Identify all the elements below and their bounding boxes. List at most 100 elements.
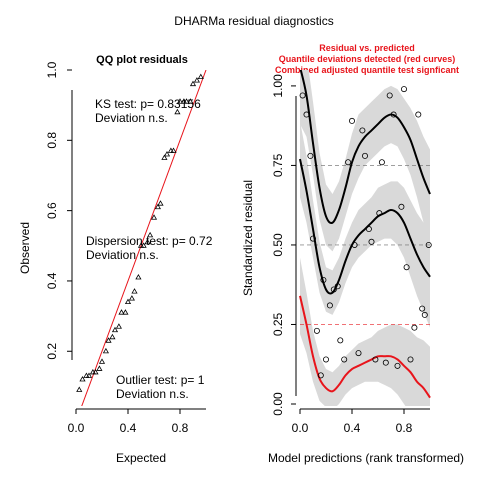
qq-ks-test-line2: Deviation n.s. xyxy=(95,111,168,125)
qq-point xyxy=(183,98,190,104)
residual-y-tick-label: 0.25 xyxy=(271,312,285,336)
residual-point xyxy=(330,286,337,293)
residual-x-tick-label: 0.8 xyxy=(396,421,413,435)
qq-point xyxy=(150,214,158,220)
qq-y-ticks: 0.2 0.4 0.6 0.8 1.0 xyxy=(45,61,72,360)
quantile-curve xyxy=(299,70,431,224)
residual-plot-area xyxy=(299,70,432,406)
residual-y-tick-label: 0.50 xyxy=(271,233,285,257)
residual-point xyxy=(376,210,383,217)
qq-dispersion-test-line1: Dispersion test: p= 0.72 xyxy=(86,234,213,248)
residual-point xyxy=(320,276,327,283)
residual-point xyxy=(419,305,426,312)
residual-point xyxy=(415,111,422,118)
qq-point xyxy=(144,238,151,245)
residual-plot-marks xyxy=(299,70,432,406)
residual-point xyxy=(341,356,348,363)
qq-point xyxy=(176,98,184,104)
residual-plot-title-line2: Quantile deviations detected (red curves… xyxy=(279,54,456,64)
qq-ks-test-line1: KS test: p= 0.83156 xyxy=(95,97,201,111)
qq-outlier-test-line2: Deviation n.s. xyxy=(116,387,189,401)
qq-ks-test-annotation: KS test: p= 0.83156 Deviation n.s. xyxy=(95,97,201,125)
qq-y-tick-label: 1.0 xyxy=(45,61,59,78)
qq-x-axis-label: Expected xyxy=(116,451,166,465)
qq-point xyxy=(193,77,200,83)
residual-point xyxy=(351,241,358,248)
qq-point xyxy=(124,298,132,305)
residual-x-tick-label: 0.0 xyxy=(292,421,309,435)
qq-y-tick-label: 0.4 xyxy=(45,272,59,289)
qq-point xyxy=(105,337,112,343)
residual-x-ticks: 0.0 0.4 0.8 xyxy=(292,409,413,435)
qq-x-tick-label: 0.8 xyxy=(172,421,189,435)
qq-point xyxy=(79,375,86,382)
residual-point xyxy=(403,264,410,271)
residual-point xyxy=(309,235,316,242)
qq-y-tick-label: 0.8 xyxy=(45,132,59,149)
residual-point xyxy=(386,92,393,99)
residual-point xyxy=(368,238,375,245)
qq-point xyxy=(197,73,204,80)
qq-point xyxy=(111,326,119,333)
qq-point xyxy=(96,365,103,371)
qq-point xyxy=(115,323,122,329)
residual-point xyxy=(411,324,418,331)
qq-point xyxy=(122,309,129,315)
qq-plot-marks xyxy=(76,70,207,406)
qq-outlier-test-line1: Outlier test: p= 1 xyxy=(116,373,205,387)
qq-point xyxy=(109,333,116,340)
quantile-confidence-band xyxy=(300,120,430,328)
residual-point xyxy=(361,152,368,159)
qq-point xyxy=(189,80,197,87)
qq-point xyxy=(76,386,83,392)
qq-point xyxy=(131,288,138,294)
qq-point xyxy=(161,154,168,160)
residual-point xyxy=(390,111,397,118)
residual-point xyxy=(407,356,414,363)
residual-point xyxy=(421,311,428,318)
qq-point xyxy=(92,368,99,375)
qq-point xyxy=(128,295,135,301)
residual-y-tick-label: 1.00 xyxy=(271,74,285,98)
qq-point xyxy=(98,358,106,364)
residual-point xyxy=(359,127,366,134)
qq-point xyxy=(135,274,142,280)
qq-point xyxy=(147,231,154,238)
figure-title: DHARMa residual diagnostics xyxy=(174,14,333,28)
residual-y-axis-label: Standardized residual xyxy=(241,180,255,296)
residual-point xyxy=(425,241,432,248)
qq-point xyxy=(85,372,93,378)
residual-point xyxy=(317,372,324,379)
residual-y-tick-label: 0.00 xyxy=(271,392,285,416)
quantile-confidence-band xyxy=(300,257,430,406)
qq-reference-line xyxy=(81,70,207,406)
residual-point xyxy=(382,359,389,366)
qq-dispersion-test-annotation: Dispersion test: p= 0.72 Deviation n.s. xyxy=(86,234,213,262)
residual-vs-predicted-panel: Residual vs. predicted Quantile deviatio… xyxy=(241,43,464,465)
qq-y-axis-label: Observed xyxy=(18,222,32,274)
residual-point xyxy=(372,356,379,363)
qq-point xyxy=(154,203,161,210)
residual-point xyxy=(378,159,385,166)
residual-point xyxy=(348,117,355,124)
qq-point xyxy=(174,108,181,115)
residual-x-tick-label: 0.4 xyxy=(344,421,361,435)
residual-point xyxy=(307,152,314,159)
qq-y-tick-label: 0.2 xyxy=(45,343,59,360)
qq-x-ticks: 0.0 0.4 0.8 xyxy=(68,409,189,435)
residual-point xyxy=(400,86,407,93)
qq-point xyxy=(170,147,177,153)
qq-dispersion-test-line2: Deviation n.s. xyxy=(86,248,159,262)
residual-point xyxy=(303,111,310,118)
qq-y-tick-label: 0.6 xyxy=(45,202,59,219)
residual-point xyxy=(345,159,352,166)
qq-point xyxy=(102,347,109,354)
residual-x-axis-label: Model predictions (rank transformed) xyxy=(268,451,464,465)
qq-x-tick-label: 0.0 xyxy=(68,421,85,435)
residual-y-tick-label: 0.75 xyxy=(271,153,285,177)
residual-point xyxy=(322,356,329,363)
residual-point xyxy=(355,350,362,357)
residual-point xyxy=(398,203,405,210)
residual-point xyxy=(313,327,320,334)
